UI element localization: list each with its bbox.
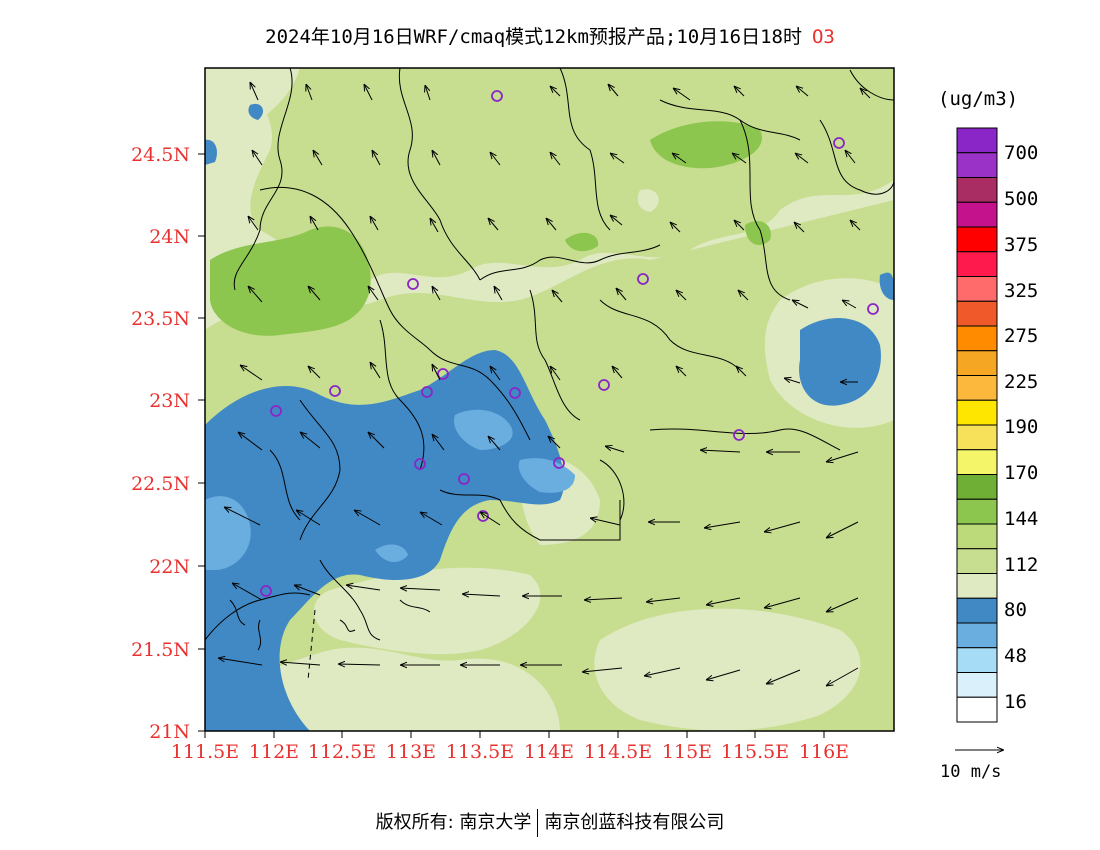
wind-vectors (218, 82, 871, 686)
field-lower-spot (375, 544, 408, 562)
lon-tick-label: 111.5E (171, 741, 239, 763)
colorbar-label: 700 (1004, 142, 1038, 164)
lon-tick-label: 115E (662, 741, 712, 763)
colorbar-swatch (956, 597, 998, 624)
title-text: 2024年10月16日WRF/cmaq模式12km预报产品;10月16日18时 (265, 26, 802, 48)
colorbar-swatch (956, 152, 998, 178)
copyright-owner: 版权所有: 南京大学 (375, 812, 532, 833)
lon-tick-label: 115.5E (721, 741, 789, 763)
field-low-nw (205, 139, 217, 165)
colorbar-swatch (956, 474, 998, 500)
colorbar-swatch (956, 498, 998, 525)
copyright-footer: 版权所有: 南京大学 南京创蓝科技有限公司 (0, 808, 1100, 837)
colorbar-label: 170 (1004, 462, 1038, 484)
colorbar-swatch (956, 449, 998, 475)
colorbar-swatch (956, 647, 998, 673)
colorbar-swatch (956, 300, 998, 327)
monitoring-stations (260, 90, 879, 597)
field-north-band (250, 68, 894, 285)
colorbar-labels: 700 500 375 325 275 225 190 170 144 112 … (1004, 142, 1038, 713)
colorbar-swatch (956, 276, 998, 302)
colorbar-label: 80 (1004, 599, 1027, 621)
lon-tick-label: 112E (249, 741, 299, 763)
lat-tick-label: 23.5N (131, 308, 190, 330)
lat-tick-label: 24N (149, 226, 190, 248)
colorbar-label: 190 (1004, 416, 1038, 438)
field-light-se (594, 608, 861, 731)
lon-tick-labels: 111.5E 112E 112.5E 113E 113.5E 114E 114.… (171, 741, 849, 763)
colorbar-swatch (956, 226, 998, 253)
colorbar-swatch (956, 350, 998, 376)
colorbar-label: 275 (1004, 325, 1038, 347)
lat-tick-label: 22N (149, 556, 190, 578)
lat-tick-label: 23N (149, 390, 190, 412)
admin-boundaries (205, 68, 894, 681)
lat-tick-label: 24.5N (131, 144, 190, 166)
colorbar-label: 500 (1004, 188, 1038, 210)
colorbar-label: 325 (1004, 280, 1038, 302)
colorbar-swatch (956, 523, 998, 550)
lon-tick-label: 114E (524, 741, 574, 763)
colorbar-label: 112 (1004, 554, 1038, 576)
lon-tick-label: 112.5E (308, 741, 376, 763)
colorbar (956, 127, 998, 723)
axis-ticks (198, 153, 825, 738)
lon-tick-label: 113E (386, 741, 436, 763)
pollutant-label: O3 (811, 26, 835, 48)
field-low-east (799, 318, 881, 406)
lat-tick-label: 22.5N (131, 473, 190, 495)
colorbar-swatch (956, 696, 998, 723)
field-high-east (745, 220, 771, 245)
field-light-spot (637, 189, 659, 212)
field-low-nw2 (248, 103, 264, 120)
concentration-field (205, 68, 894, 731)
colorbar-swatch (956, 399, 998, 426)
colorbar-swatch (956, 573, 998, 599)
field-high-center (565, 232, 599, 252)
lon-tick-label: 116E (799, 741, 849, 763)
colorbar-swatch (956, 424, 998, 451)
lon-tick-label: 114.5E (584, 741, 652, 763)
colorbar-label: 375 (1004, 234, 1038, 256)
colorbar-swatch (956, 251, 998, 277)
colorbar-swatch (956, 622, 998, 649)
lat-tick-label: 21.5N (131, 639, 190, 661)
colorbar-unit: (ug/m3) (938, 88, 1019, 110)
colorbar-swatch (956, 177, 998, 203)
field-high-west (210, 226, 371, 336)
wind-reference-label: 10 m/s (940, 762, 1002, 782)
field-mid-coast (560, 387, 894, 500)
colorbar-label: 16 (1004, 691, 1027, 713)
colorbar-swatch (956, 375, 998, 401)
colorbar-swatch (956, 127, 998, 154)
colorbar-swatch (956, 672, 998, 698)
colorbar-swatch (956, 548, 998, 574)
page-title: 2024年10月16日WRF/cmaq模式12km预报产品;10月16日18时 O… (0, 22, 1100, 49)
colorbar-label: 144 (1004, 508, 1038, 530)
lat-tick-label: 21N (149, 721, 190, 743)
copyright-company: 南京创蓝科技有限公司 (544, 812, 725, 833)
lat-tick-labels: 24.5N 24N 23.5N 23N 22.5N 22N 21.5N 21N (131, 144, 190, 743)
colorbar-label: 225 (1004, 371, 1038, 393)
lon-tick-label: 113.5E (446, 741, 514, 763)
colorbar-swatch (956, 325, 998, 352)
field-low-ne (879, 272, 894, 300)
colorbar-swatch (956, 201, 998, 228)
field-lower-center (454, 409, 513, 450)
colorbar-label: 48 (1004, 645, 1027, 667)
footer-separator (537, 809, 539, 837)
